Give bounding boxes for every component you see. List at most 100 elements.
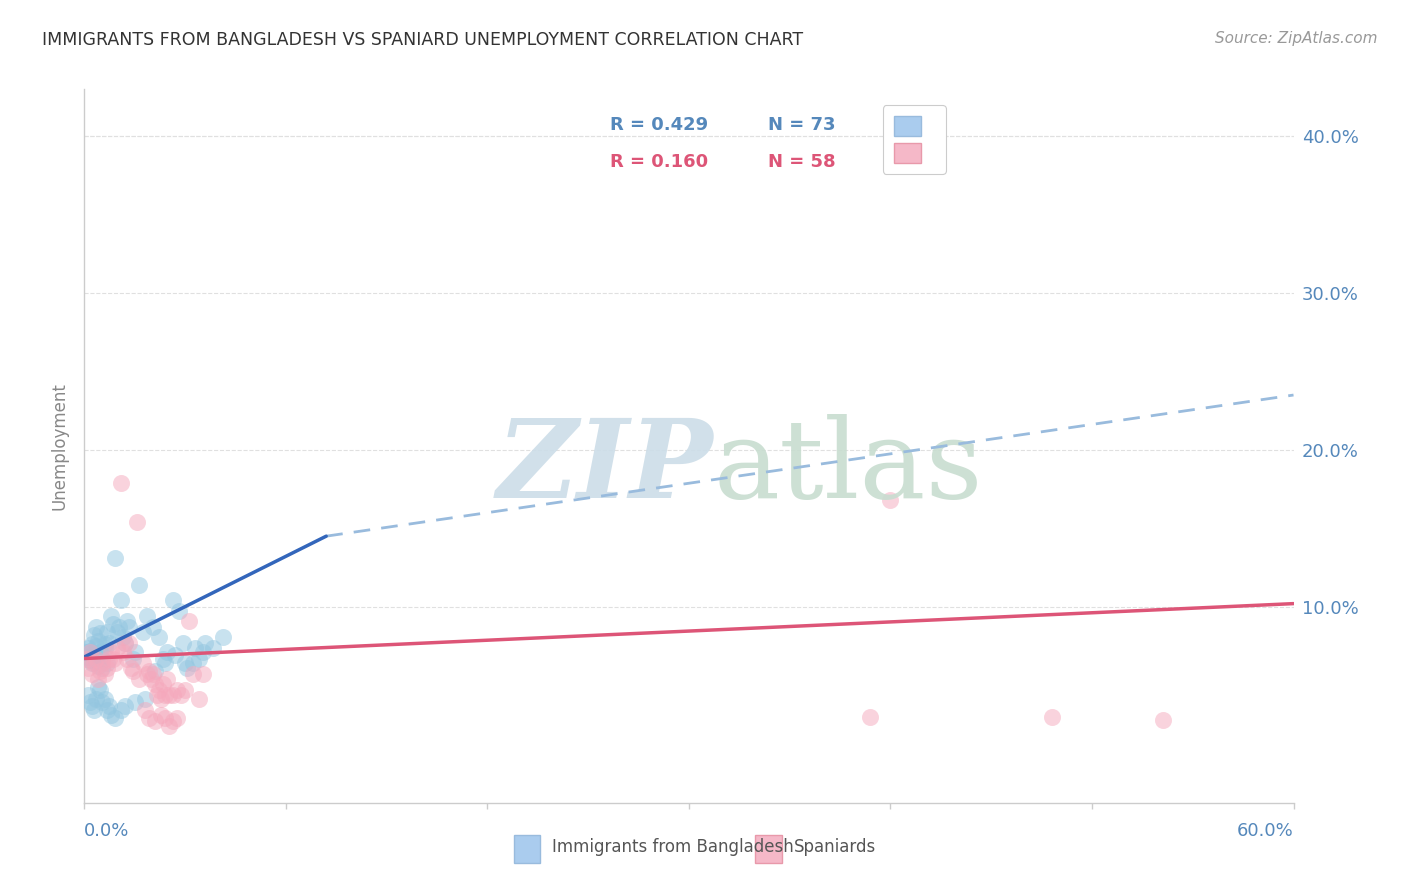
Point [100,708,122,723]
Point [143,676,166,690]
Text: N = 58: N = 58 [768,153,835,171]
Point [82,637,104,651]
Point [83,657,105,671]
Point [79,653,101,667]
Point [91,651,114,665]
Point [181,657,204,671]
Point [111,645,134,659]
Point [184,640,207,655]
Point [879,493,901,508]
Point [104,551,127,566]
Point [166,711,188,725]
Point [193,645,215,659]
Point [1152,713,1174,727]
Bar [513,835,540,863]
Point [107,620,129,634]
Point [96,657,118,671]
Point [138,711,160,725]
Point [83,648,105,663]
Point [114,636,136,650]
Point [1040,709,1063,723]
Text: Immigrants from Bangladesh: Immigrants from Bangladesh [553,838,794,856]
Point [91,661,114,675]
Point [128,672,150,686]
Text: 0.0%: 0.0% [84,822,129,839]
Point [139,672,162,686]
Point [110,593,132,607]
Point [77,661,100,675]
Point [97,651,120,665]
Point [193,667,215,681]
Point [82,698,104,713]
Point [153,711,176,725]
Point [111,630,134,644]
Point [170,688,193,702]
Point [134,703,156,717]
Point [96,703,118,717]
Point [859,709,882,723]
Text: 60.0%: 60.0% [1237,822,1294,839]
Point [83,703,105,717]
Point [100,645,122,659]
Point [162,714,184,729]
Point [105,640,128,655]
Point [86,639,108,653]
Point [93,692,115,706]
Point [143,714,166,729]
Point [87,680,110,694]
Point [87,659,110,673]
Point [138,664,160,678]
Point [120,661,142,675]
Point [118,620,141,634]
Point [188,651,211,665]
Point [87,672,110,686]
Point [89,664,111,678]
Point [143,664,166,678]
Point [202,640,225,655]
Point [96,624,118,639]
Point [82,667,104,681]
Point [153,657,176,671]
Point [77,649,100,664]
Point [148,630,170,644]
Point [146,688,169,702]
Text: atlas: atlas [713,414,983,521]
Point [75,645,97,659]
Point [156,672,179,686]
Point [87,634,110,648]
Point [97,698,120,713]
Point [156,645,179,659]
Point [121,664,143,678]
Point [110,703,132,717]
Point [118,636,141,650]
Point [157,719,180,733]
Point [172,636,194,650]
Point [114,636,136,650]
Point [89,626,111,640]
Legend: , : , [883,105,946,174]
Point [104,711,127,725]
Point [101,617,124,632]
Text: Source: ZipAtlas.com: Source: ZipAtlas.com [1215,31,1378,46]
Point [77,640,100,655]
Point [166,682,188,697]
Point [97,636,120,650]
Text: ZIP: ZIP [496,414,713,521]
Point [194,636,217,650]
Point [86,692,108,706]
Point [105,624,128,639]
Point [79,643,101,657]
Point [86,651,108,665]
Point [179,614,201,628]
Point [135,609,157,624]
Point [115,651,138,665]
Point [91,695,114,709]
Point [79,645,101,659]
Point [135,667,157,681]
Point [132,657,155,671]
Point [142,667,165,681]
Point [89,682,111,697]
Point [100,609,122,624]
Bar [755,835,782,863]
Point [114,698,136,713]
